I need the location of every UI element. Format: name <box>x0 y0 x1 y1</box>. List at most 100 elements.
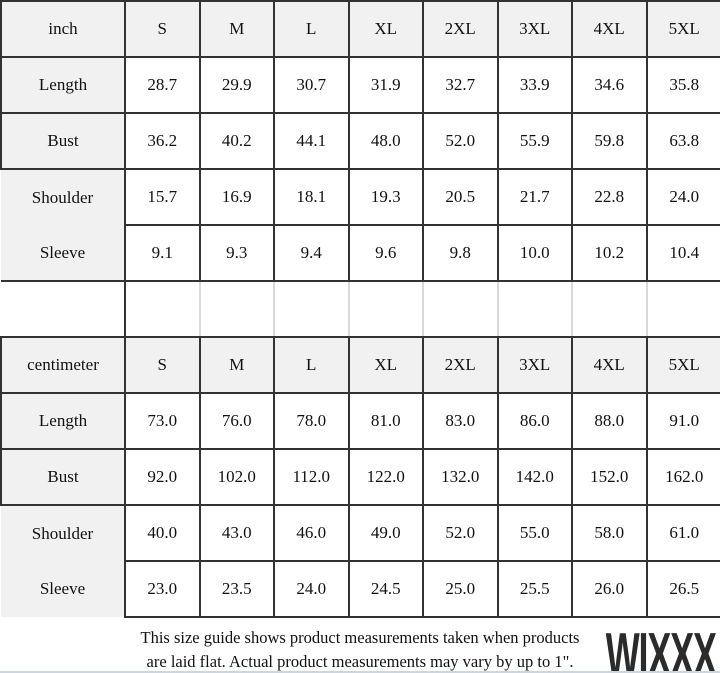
size-header-cell: S <box>124 336 201 394</box>
value-cell: 78.0 <box>273 392 350 450</box>
value-cell: 33.9 <box>496 56 573 114</box>
size-header-cell: L <box>273 336 350 394</box>
value-cell: 63.8 <box>645 112 720 170</box>
value-cell: 122.0 <box>347 448 424 506</box>
value-cell: 16.9 <box>198 168 275 226</box>
value-cell: 112.0 <box>273 448 350 506</box>
value-cell: 46.0 <box>273 504 350 562</box>
size-header-cell: S <box>124 0 201 58</box>
unit-header-cell: centimeter <box>0 336 126 394</box>
spacer-cell <box>571 280 648 338</box>
size-header-cell: XL <box>347 336 424 394</box>
centimeter-row-length: Length 73.0 76.0 78.0 81.0 83.0 86.0 88.0 91.0 <box>0 392 720 450</box>
inch-row-shoulder: Shoulder 15.7 16.9 18.1 19.3 20.5 21.7 22.8 24.0 <box>1 168 720 226</box>
centimeter-header-row: centimeter S M L XL 2XL 3XL 4XL 5XL <box>0 336 720 394</box>
spacer-cell <box>422 280 499 338</box>
value-cell: 9.3 <box>198 224 275 282</box>
value-cell: 92.0 <box>124 448 201 506</box>
value-cell: 58.0 <box>571 504 648 562</box>
value-cell: 21.7 <box>496 168 573 226</box>
value-cell: 86.0 <box>496 392 573 450</box>
unit-header-cell: inch <box>0 0 126 58</box>
value-cell: 132.0 <box>422 448 499 506</box>
spacer-cell <box>347 280 424 338</box>
value-cell: 18.1 <box>273 168 350 226</box>
value-cell: 91.0 <box>645 392 720 450</box>
value-cell: 88.0 <box>571 392 648 450</box>
spacer-cell <box>273 280 350 338</box>
value-cell: 26.0 <box>571 560 648 618</box>
value-cell: 25.5 <box>496 560 573 618</box>
value-cell: 36.2 <box>124 112 201 170</box>
spacer-cell <box>198 280 275 338</box>
value-cell: 83.0 <box>422 392 499 450</box>
value-cell: 25.0 <box>422 560 499 618</box>
size-note-line2: are laid flat. Actual product measuremen… <box>146 652 574 671</box>
size-header-cell: 4XL <box>571 336 648 394</box>
size-header-cell: 2XL <box>422 0 499 58</box>
spacer-cell <box>496 280 573 338</box>
value-cell: 102.0 <box>198 448 275 506</box>
value-cell: 10.2 <box>571 224 648 282</box>
value-cell: 44.1 <box>273 112 350 170</box>
value-cell: 35.8 <box>645 56 720 114</box>
spacer-row <box>1 280 720 338</box>
value-cell: 40.0 <box>124 504 201 562</box>
footer: This size guide shows product measuremen… <box>0 618 720 673</box>
size-note-line1: This size guide shows product measuremen… <box>140 628 580 647</box>
size-header-cell: 4XL <box>571 0 648 58</box>
value-cell: 152.0 <box>571 448 648 506</box>
inch-header-row: inch S M L XL 2XL 3XL 4XL 5XL <box>0 0 720 58</box>
value-cell: 24.5 <box>347 560 424 618</box>
value-cell: 61.0 <box>645 504 720 562</box>
value-cell: 9.8 <box>422 224 499 282</box>
row-label-cell: Shoulder <box>1 168 126 225</box>
value-cell: 142.0 <box>496 448 573 506</box>
value-cell: 26.5 <box>645 560 720 618</box>
value-cell: 9.1 <box>124 224 201 282</box>
row-label-cell: Sleeve <box>1 224 126 282</box>
size-header-cell: 5XL <box>645 336 720 394</box>
size-header-cell: 3XL <box>496 0 573 58</box>
inch-row-bust: Bust 36.2 40.2 44.1 48.0 52.0 55.9 59.8 63.8 <box>0 112 720 170</box>
centimeter-row-bust: Bust 92.0 102.0 112.0 122.0 132.0 142.0 152.0 16… <box>0 448 720 506</box>
value-cell: 55.0 <box>496 504 573 562</box>
inch-row-length: Length 28.7 29.9 30.7 31.9 32.7 33.9 34.6 35.8 <box>0 56 720 114</box>
value-cell: 15.7 <box>124 168 201 226</box>
row-label-cell: Bust <box>0 112 126 170</box>
size-header-cell: M <box>198 0 275 58</box>
value-cell: 76.0 <box>198 392 275 450</box>
size-guide-table: inch S M L XL 2XL 3XL 4XL 5XL Length 28.7 29.9 30.7 3… <box>0 0 720 618</box>
size-header-cell: 2XL <box>422 336 499 394</box>
value-cell: 9.4 <box>273 224 350 282</box>
size-header-cell: 5XL <box>645 0 720 58</box>
value-cell: 22.8 <box>571 168 648 226</box>
brand-logo: WIXXX <box>605 621 717 673</box>
value-cell: 23.0 <box>124 560 201 618</box>
value-cell: 10.4 <box>645 224 720 282</box>
value-cell: 24.0 <box>645 168 720 226</box>
value-cell: 49.0 <box>347 504 424 562</box>
centimeter-row-sleeve: Sleeve 23.0 23.5 24.0 24.5 25.0 25.5 26.0 26.5 <box>1 560 720 618</box>
value-cell: 162.0 <box>645 448 720 506</box>
value-cell: 29.9 <box>198 56 275 114</box>
value-cell: 48.0 <box>347 112 424 170</box>
row-label-cell: Length <box>0 392 126 450</box>
value-cell: 43.0 <box>198 504 275 562</box>
size-header-cell: L <box>273 0 350 58</box>
size-header-cell: XL <box>347 0 424 58</box>
row-label-cell: Shoulder <box>1 504 126 561</box>
value-cell: 23.5 <box>198 560 275 618</box>
value-cell: 28.7 <box>124 56 201 114</box>
row-label-cell: Sleeve <box>1 560 126 617</box>
row-label-cell: Bust <box>0 448 126 506</box>
size-header-cell: M <box>198 336 275 394</box>
spacer-cell <box>1 280 126 338</box>
value-cell: 73.0 <box>124 392 201 450</box>
centimeter-row-shoulder: Shoulder 40.0 43.0 46.0 49.0 52.0 55.0 58.0 61.0 <box>1 504 720 562</box>
size-grid-body: inch S M L XL 2XL 3XL 4XL 5XL Length 28.7 29.9 30.7 3… <box>0 0 720 618</box>
row-label-cell: Length <box>0 56 126 114</box>
value-cell: 81.0 <box>347 392 424 450</box>
value-cell: 40.2 <box>198 112 275 170</box>
